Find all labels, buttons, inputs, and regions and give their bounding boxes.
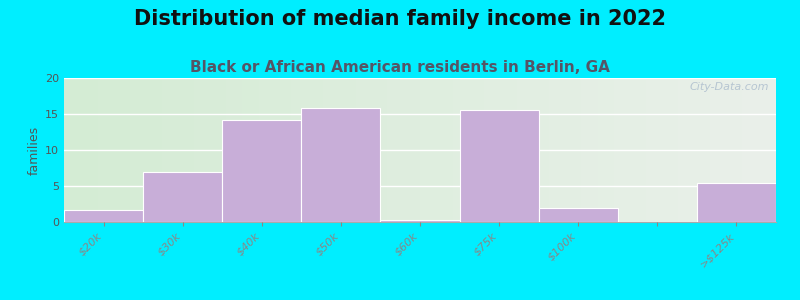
Bar: [64, 210, 143, 222]
Y-axis label: families: families: [28, 125, 41, 175]
Text: Distribution of median family income in 2022: Distribution of median family income in …: [134, 9, 666, 29]
Bar: [697, 183, 776, 222]
Text: City-Data.com: City-Data.com: [690, 82, 769, 92]
Bar: [143, 172, 222, 222]
Bar: [538, 208, 618, 222]
Bar: [302, 108, 381, 222]
Bar: [381, 220, 459, 222]
Bar: [222, 120, 302, 222]
Text: Black or African American residents in Berlin, GA: Black or African American residents in B…: [190, 60, 610, 75]
Bar: [459, 110, 538, 222]
